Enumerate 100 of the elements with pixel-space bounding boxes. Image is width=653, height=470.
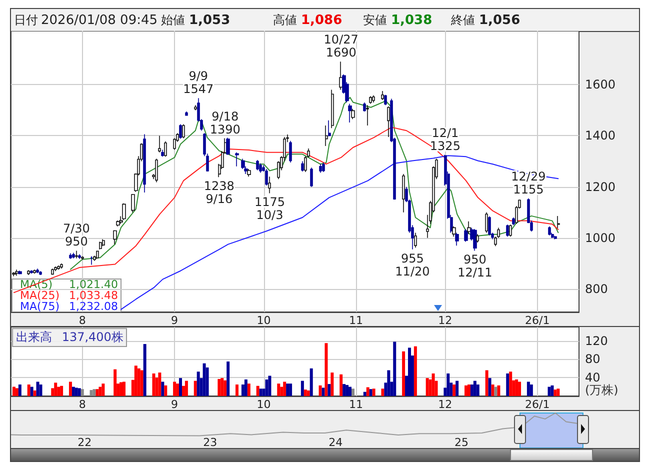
- x-tick-label: 26/1: [525, 314, 550, 327]
- y-tick-label: 800: [585, 282, 608, 296]
- candlestick: [369, 96, 372, 104]
- bar: [143, 344, 146, 396]
- bar: [393, 342, 396, 396]
- bar: [470, 384, 474, 396]
- line-series: [120, 155, 559, 310]
- bar: [277, 384, 280, 396]
- candlestick: [78, 254, 81, 260]
- bar: [265, 379, 268, 396]
- bar: [342, 384, 346, 396]
- bar: [179, 378, 182, 396]
- candlestick: [131, 194, 135, 213]
- bar: [289, 384, 292, 396]
- candlestick: [452, 226, 456, 238]
- bar: [96, 389, 99, 396]
- x-tick-label: 22: [78, 436, 92, 449]
- bar: [259, 388, 262, 396]
- candlestick: [467, 220, 471, 234]
- bar: [351, 388, 354, 396]
- candlestick: [185, 111, 188, 116]
- x-tick-label: 8: [78, 314, 86, 327]
- candlestick: [259, 162, 262, 174]
- candlestick: [328, 120, 331, 137]
- bar: [218, 378, 221, 396]
- x-tick-label: 11: [348, 398, 363, 411]
- bar: [226, 362, 230, 396]
- bar: [173, 382, 176, 396]
- x-tick-label: 9: [171, 314, 178, 327]
- bar: [494, 386, 498, 396]
- annotation: 12/1 1325: [430, 126, 460, 153]
- annotation: 10/27 1690: [324, 32, 358, 60]
- candlestick: [464, 228, 468, 242]
- candlestick: [351, 108, 355, 120]
- bar: [152, 373, 156, 396]
- text: 日付 2026/01/08 09:45: [14, 13, 158, 28]
- bar: [485, 370, 488, 396]
- bar: [432, 373, 435, 396]
- text: MA(75): [20, 300, 60, 313]
- candlestick: [27, 270, 30, 276]
- annotation: 1,232.08: [69, 300, 118, 313]
- bar: [80, 389, 84, 396]
- bar: [330, 372, 334, 396]
- candlestick: [179, 124, 182, 140]
- bar: [15, 388, 18, 396]
- series-label: MA(25): [20, 289, 60, 302]
- x-tick-label: 8: [78, 398, 86, 411]
- candlestick: [348, 103, 352, 123]
- candlestick: [363, 102, 366, 112]
- bar: [122, 382, 126, 396]
- candlestick: [265, 168, 268, 186]
- bar: [283, 382, 286, 396]
- bar: [402, 351, 406, 396]
- bar: [102, 384, 105, 396]
- bar: [236, 384, 239, 396]
- candlestick: [102, 238, 105, 246]
- bar: [57, 386, 60, 396]
- bar: [68, 382, 72, 396]
- bar: [78, 388, 81, 396]
- candlestick: [455, 232, 459, 246]
- bar: [33, 390, 36, 396]
- bar: [366, 387, 370, 396]
- candlestick: [289, 140, 292, 163]
- bar: [446, 373, 450, 396]
- bar: [408, 348, 411, 396]
- bar: [526, 382, 530, 396]
- bar: [18, 384, 22, 396]
- bar: [467, 384, 470, 396]
- candlestick: [512, 217, 515, 226]
- bar: [556, 388, 560, 396]
- candlestick: [155, 158, 158, 183]
- bar: [161, 382, 164, 396]
- text: 安値 1,038: [363, 13, 432, 28]
- candlestick: [339, 61, 343, 90]
- bar: [300, 380, 304, 396]
- annotation: 955 11/20: [395, 251, 430, 278]
- candlestick: [473, 228, 477, 252]
- candlestick: [96, 250, 99, 260]
- bar: [488, 378, 492, 396]
- bar: [554, 390, 557, 396]
- candlestick: [414, 232, 417, 248]
- candlestick: [256, 160, 259, 171]
- bar: [90, 390, 93, 396]
- candlestick: [30, 270, 33, 274]
- x-tick-label: 10: [256, 398, 271, 411]
- candlestick: [310, 167, 313, 188]
- candlestick: [506, 224, 509, 238]
- candlestick: [319, 163, 322, 174]
- annotation: 出来高 137,400株: [12, 328, 128, 347]
- candlestick: [51, 268, 54, 276]
- bar: [137, 368, 140, 396]
- text: 始値 1,053: [161, 13, 230, 28]
- bar: [158, 372, 162, 396]
- bar: [268, 376, 272, 396]
- annotation: 1,021.40: [69, 278, 118, 291]
- y-axis-title: (万株): [585, 383, 618, 397]
- bar: [340, 374, 343, 396]
- bar: [196, 372, 200, 396]
- annotation: 7/30 950: [62, 222, 90, 249]
- bar: [184, 380, 188, 396]
